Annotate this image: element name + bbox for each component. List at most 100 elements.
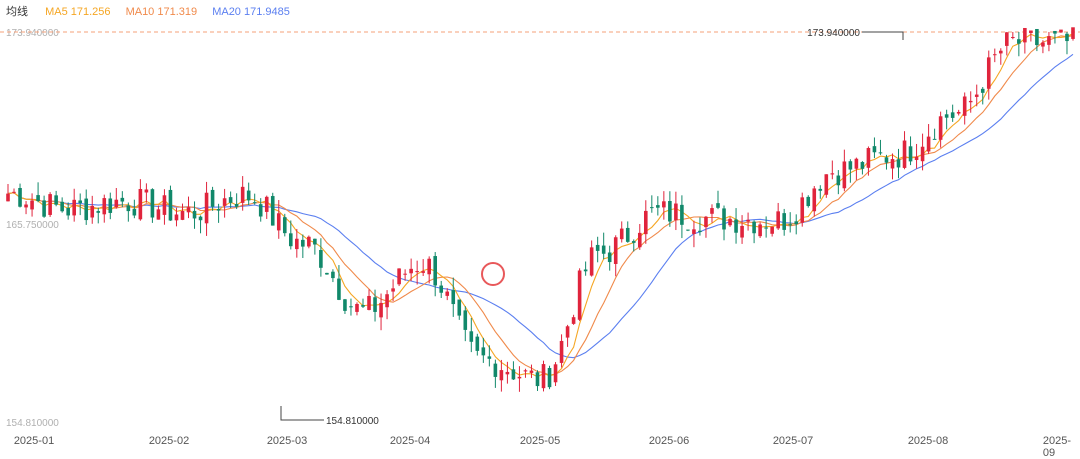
candle-body: [156, 209, 161, 220]
candle-body: [619, 228, 624, 240]
candle-body: [282, 217, 287, 234]
candle-body: [728, 218, 732, 226]
candle-body: [397, 268, 401, 285]
candle-body: [764, 227, 768, 229]
candle-body: [78, 200, 83, 204]
x-tick-label: 2025-03: [266, 435, 308, 447]
candle-body: [920, 146, 925, 162]
candle-body: [415, 271, 419, 273]
candle-body: [445, 291, 450, 296]
x-tick-label: 2025-05: [519, 435, 561, 447]
candle-body: [908, 146, 913, 162]
candle-body: [692, 229, 696, 234]
candle-body: [625, 227, 630, 242]
candle-body: [734, 219, 738, 233]
candle-body: [90, 205, 95, 218]
candle-body: [932, 138, 937, 140]
candle-body: [66, 207, 70, 216]
candle-body: [938, 116, 943, 140]
candle-body: [668, 200, 672, 222]
candle-body: [180, 211, 185, 220]
candle-body: [295, 238, 299, 250]
candle-body: [1059, 29, 1063, 33]
candle-body: [246, 190, 251, 201]
candle-body: [391, 288, 395, 292]
candle-body: [986, 57, 991, 89]
candlestick-chart[interactable]: 173.940000 154.810000: [0, 0, 1080, 432]
candle-body: [656, 205, 660, 208]
candle-body: [535, 372, 540, 387]
candle-body: [553, 364, 558, 383]
x-tick-label: 2025-09: [1042, 435, 1072, 459]
candle-body: [1005, 32, 1009, 46]
candle-body: [662, 201, 666, 208]
candle-body: [192, 210, 197, 219]
candle-body: [914, 156, 919, 161]
candle-body: [48, 194, 52, 215]
legend-ma5[interactable]: MA5 171.256: [45, 6, 111, 18]
candle-body: [132, 209, 137, 216]
y-label-mid: 165.750000: [6, 220, 59, 231]
legend-ma10[interactable]: MA10 171.319: [125, 6, 198, 18]
candle-body: [794, 221, 799, 225]
legend-ma20[interactable]: MA20 171.9485: [212, 6, 290, 18]
candle-body: [114, 199, 119, 208]
candle-body: [607, 252, 612, 263]
candle-body: [1071, 27, 1075, 39]
candle-body: [210, 189, 215, 207]
candle-body: [457, 299, 462, 316]
candle-body: [54, 195, 58, 205]
candle-body: [276, 213, 281, 231]
candle-body: [902, 140, 907, 168]
y-label-top: 173.940000: [6, 28, 59, 39]
candle-body: [776, 211, 780, 229]
candle-body: [944, 114, 949, 118]
candle-body: [108, 198, 113, 213]
candle-body: [716, 203, 720, 208]
candle-body: [475, 336, 480, 351]
candle-body: [517, 376, 522, 379]
candle-body: [343, 299, 347, 311]
candle-body: [770, 226, 774, 234]
candle-body: [42, 200, 46, 217]
candle-body: [367, 295, 371, 310]
candle-body: [926, 136, 931, 152]
x-tick-label: 2025-04: [389, 435, 431, 447]
ma10-line: [7, 35, 1074, 376]
candle-body: [469, 331, 474, 342]
candle-body: [818, 188, 823, 191]
candle-body: [872, 146, 877, 153]
candle-body: [583, 269, 588, 272]
candle-body: [788, 224, 793, 226]
candle-body: [162, 195, 167, 215]
candle-body: [228, 197, 233, 203]
ma5-line: [7, 33, 1074, 378]
candle-body: [830, 173, 835, 175]
low-annotation-label: 154.810000: [326, 416, 379, 427]
candle-body: [102, 198, 107, 215]
x-tick-label: 2025-01: [13, 435, 55, 447]
highlight-marker: [481, 262, 505, 286]
ma-legend: 均线 MA5 171.256 MA10 171.319 MA20 171.948…: [6, 3, 302, 19]
candle-body: [896, 159, 901, 168]
candle-body: [409, 268, 413, 274]
candle-body: [1011, 36, 1015, 38]
candle-body: [710, 208, 714, 214]
candle-body: [499, 370, 504, 381]
candle-body: [307, 236, 311, 247]
candle-body: [144, 189, 149, 193]
candle-body: [385, 294, 389, 308]
candle-body: [150, 189, 155, 218]
candle-body: [752, 221, 756, 234]
candle-body: [1041, 42, 1045, 47]
candle-body: [680, 204, 684, 225]
candle-body: [337, 278, 341, 300]
low-annotation-leader: [280, 406, 324, 421]
x-tick-label: 2025-07: [772, 435, 814, 447]
candle-body: [878, 152, 883, 154]
candle-body: [698, 230, 702, 233]
candle-body: [511, 369, 516, 380]
candle-body: [824, 174, 829, 195]
candle-body: [421, 271, 425, 273]
candle-body: [30, 200, 34, 210]
